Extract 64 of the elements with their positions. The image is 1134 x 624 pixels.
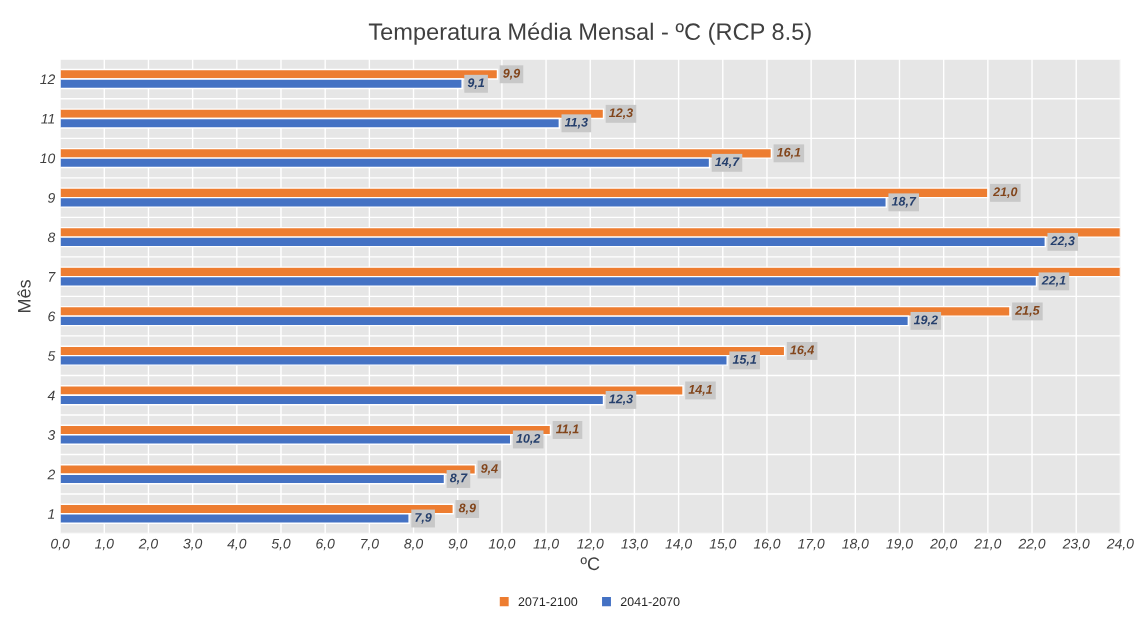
y-tick-label: 11 [41, 114, 55, 124]
data-label: 8,9 [458, 503, 476, 515]
x-tick-label: 14,0 [665, 538, 693, 551]
data-label: 14,7 [715, 157, 740, 168]
data-label: 16,4 [790, 345, 815, 357]
y-tick-label: 3 [47, 430, 56, 440]
x-tick-label: 6,0 [316, 538, 335, 551]
data-label: 9,9 [503, 68, 521, 80]
data-label: 18,7 [891, 196, 917, 208]
y-tick-label: 6 [48, 311, 56, 322]
x-tick-label: 21,0 [974, 538, 1002, 551]
x-tick-label: 23,0 [1062, 538, 1090, 551]
y-axis-title: Mês [17, 280, 31, 312]
x-tick-label: 24,0 [1106, 538, 1134, 551]
x-tick-label: 15,0 [709, 538, 737, 551]
data-label: 21,0 [992, 187, 1018, 199]
data-label: 16,1 [776, 147, 801, 159]
x-tick-label: 17,0 [797, 538, 825, 551]
x-tick-label: 7,0 [361, 538, 379, 551]
x-tick-label: 5,0 [271, 538, 291, 551]
data-label: 12,3 [609, 108, 633, 119]
y-tick-label: 2 [47, 469, 56, 480]
x-tick-label: 19,0 [886, 538, 913, 551]
data-label: 7,9 [415, 513, 432, 524]
data-label: 9,4 [480, 464, 498, 475]
data-label: 21,5 [1015, 305, 1040, 317]
x-tick-label: 18,0 [842, 538, 869, 551]
data-label: 14,1 [688, 385, 712, 396]
y-tick-label: 9 [47, 192, 55, 203]
data-label: 15,1 [732, 355, 757, 366]
legend-label: 2041-2070 [620, 597, 680, 607]
y-tick-label: 8 [47, 232, 56, 243]
x-tick-label: 4,0 [227, 538, 247, 551]
y-tick-label: 7 [48, 272, 56, 282]
data-label: 12,3 [609, 394, 633, 406]
x-tick-label: 11,0 [533, 538, 559, 551]
x-tick-label: 2,0 [138, 538, 158, 551]
data-label: 22,1 [1041, 275, 1066, 287]
data-label: 8,7 [449, 473, 468, 485]
x-tick-label: 16,0 [753, 538, 781, 551]
x-tick-label: 20,0 [930, 538, 958, 551]
x-tick-label: 9,0 [448, 538, 468, 551]
y-tick-label: 5 [47, 351, 56, 361]
data-label: 10,2 [516, 433, 541, 445]
x-tick-label: 22,0 [1018, 538, 1046, 551]
y-tick-label: 10 [40, 153, 56, 164]
x-tick-label: 1,0 [94, 538, 114, 551]
x-tick-label: 12,0 [577, 538, 604, 551]
legend-label: 2071-2100 [518, 597, 578, 607]
y-tick-label: 4 [47, 390, 55, 401]
x-tick-label: 8,0 [404, 538, 424, 551]
x-tick-label: 3,0 [183, 538, 203, 551]
x-tick-label: 0,0 [51, 538, 70, 551]
data-label: 19,2 [913, 315, 938, 327]
y-tick-label: 12 [40, 74, 56, 85]
data-label: 11,3 [564, 117, 588, 129]
data-label: 9,1 [467, 78, 485, 89]
y-tick-label: 1 [47, 509, 55, 519]
data-label: 22,3 [1050, 236, 1075, 248]
x-tick-label: 10,0 [488, 538, 516, 551]
chart-title: Temperatura Média Mensal - ºC (RCP 8.5) [368, 22, 811, 45]
x-axis-title: ºC [580, 557, 600, 571]
data-label: 11,1 [555, 424, 579, 436]
x-tick-label: 13,0 [621, 538, 648, 551]
